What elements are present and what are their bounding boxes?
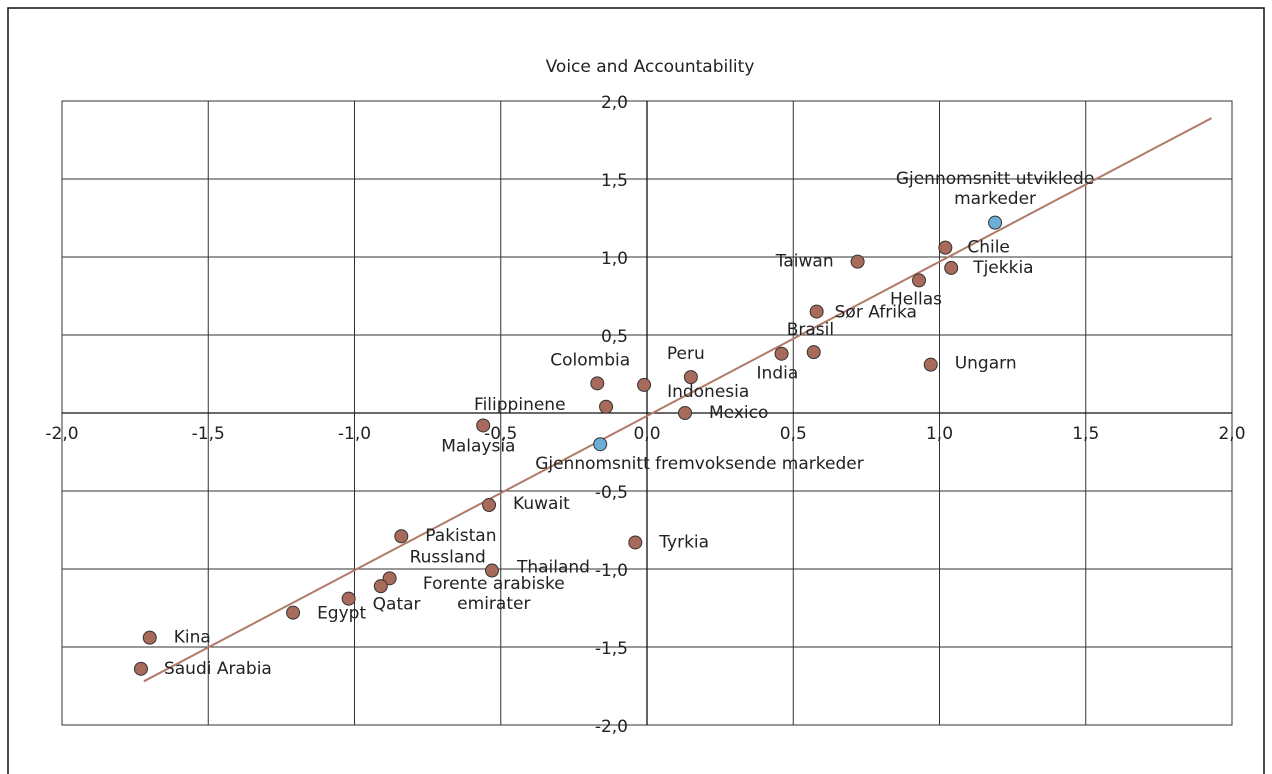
point-label-box: Forente arabiske emirater <box>422 574 565 615</box>
x-tick-label: -1,0 <box>338 424 371 444</box>
frame <box>7 7 1265 774</box>
point-label: Egypt <box>317 604 366 624</box>
point-label: Peru <box>667 344 705 364</box>
point <box>476 418 491 433</box>
x-tick-label: -2,0 <box>45 424 78 444</box>
point <box>774 346 789 361</box>
point <box>593 437 608 452</box>
y-tick-label: -1,0 <box>595 561 628 581</box>
point <box>806 345 821 360</box>
point-label: Thailand <box>516 558 590 578</box>
point <box>590 376 605 391</box>
point <box>850 254 865 269</box>
point <box>599 399 614 414</box>
y-tick-label: 2,0 <box>601 93 628 113</box>
point <box>394 529 409 544</box>
x-tick-label: 0,5 <box>780 424 807 444</box>
chart-title: Voice and Accountability <box>546 57 755 77</box>
point-label: Brasil <box>787 320 834 340</box>
point <box>678 406 693 420</box>
point-label: Filippinene <box>474 395 565 415</box>
point <box>341 591 356 606</box>
x-tick-label: -1,5 <box>192 424 225 444</box>
y-tick-label: 1,5 <box>601 171 628 191</box>
point-label: Taiwan <box>775 252 834 272</box>
point <box>988 215 1003 230</box>
point <box>373 579 388 594</box>
point-label: Gjennomsnitt utviklede markeder <box>895 168 1095 209</box>
point <box>482 498 497 513</box>
point-label: Kina <box>174 628 211 648</box>
point-label: Mexico <box>709 403 768 423</box>
trendline <box>143 117 1212 683</box>
y-tick-label: -0,5 <box>595 483 628 503</box>
point <box>286 605 301 620</box>
y-tick-label: -1,5 <box>595 639 628 659</box>
point-label: Saudi Arabia <box>164 659 272 679</box>
point <box>382 571 397 586</box>
point <box>628 535 643 550</box>
point-label: Pakistan <box>425 526 496 546</box>
point-label: Indonesia <box>667 382 749 402</box>
x-tick-label: 2,0 <box>1218 424 1245 444</box>
point <box>484 563 499 578</box>
point <box>809 304 824 319</box>
y-tick-label: 1,0 <box>601 249 628 269</box>
point <box>133 661 148 676</box>
x-tick-label: -0,5 <box>484 424 517 444</box>
x-tick-label: 1,5 <box>1072 424 1099 444</box>
point-label: Chile <box>967 238 1010 258</box>
point-label: Qatar <box>373 595 421 615</box>
point <box>142 630 157 645</box>
point-label: Gjennomsnitt fremvoksende markeder <box>535 454 864 474</box>
point-label: Forente arabiske emirater <box>422 574 565 615</box>
y-tick-label: 0,5 <box>601 327 628 347</box>
point <box>637 377 652 392</box>
point <box>683 370 698 385</box>
point-label: Sør Afrika <box>835 303 917 323</box>
y-tick-label: -2,0 <box>595 717 628 737</box>
point <box>938 240 953 255</box>
point <box>944 260 959 275</box>
point <box>912 273 927 288</box>
point-label: India <box>757 364 799 384</box>
point-label: Hellas <box>890 289 942 309</box>
point-label: Malaysia <box>441 436 515 456</box>
point-label: Colombia <box>550 350 630 370</box>
point-label: Russland <box>410 547 486 567</box>
point-label-box: Gjennomsnitt utviklede markeder <box>895 168 1095 209</box>
point-label: Ungarn <box>955 354 1017 374</box>
point-label: Tjekkia <box>972 258 1033 278</box>
point-label: Tyrkia <box>658 532 709 552</box>
x-tick-label: 1,0 <box>926 424 953 444</box>
point-label: Kuwait <box>513 494 570 514</box>
point <box>923 357 938 372</box>
